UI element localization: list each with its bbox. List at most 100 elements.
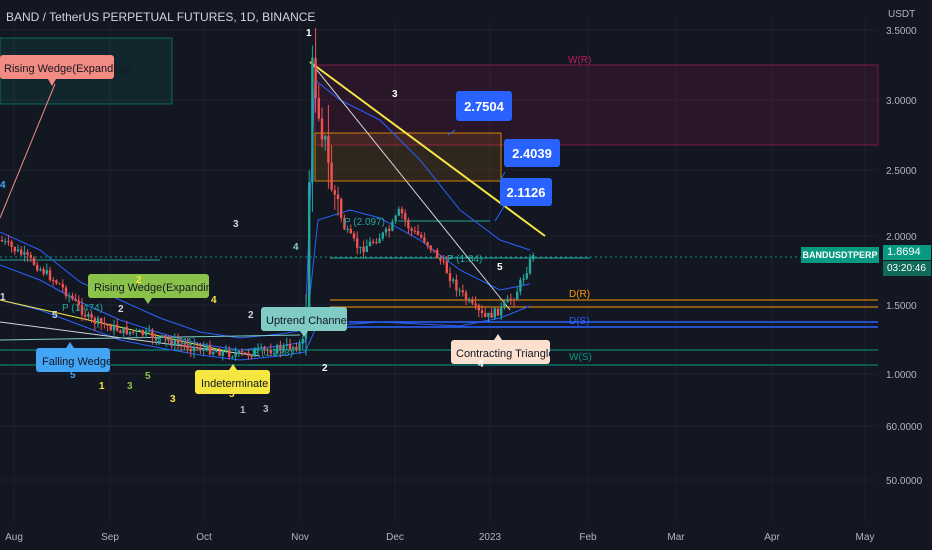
x-tick-label: Oct [196, 532, 212, 543]
pattern-label-indeterminate[interactable]: Indeterminate [195, 364, 270, 394]
y-tick-label: 3.0000 [886, 96, 917, 107]
candle-body [532, 255, 535, 260]
candle-body [276, 345, 279, 354]
candle-body [503, 302, 506, 307]
candle-body [378, 238, 381, 244]
wave-label: 1 [240, 405, 246, 416]
candle-body [68, 295, 71, 297]
y-axis[interactable]: 3.5000 3.0000 2.5000 2.0000 1.5000 1.000… [886, 26, 923, 487]
candle-body [189, 348, 192, 352]
candle-body [144, 330, 148, 335]
candle-body [170, 340, 173, 346]
x-tick-label: Apr [764, 532, 780, 543]
trend-lines [0, 61, 546, 357]
price-callout-2[interactable]: 2.4039 [504, 139, 560, 167]
candle-body [148, 330, 151, 332]
candle-body [74, 299, 77, 301]
pattern-label-rising-wedge-2[interactable]: Rising Wedge(Expanding) [88, 274, 222, 304]
candle-body [506, 298, 509, 303]
candle-body [208, 345, 212, 355]
candle-body [423, 237, 426, 243]
price-tag-symbol: BANDUSDTPERP [801, 247, 879, 263]
level-label-wr: W(R) [568, 55, 591, 66]
y-tick-label: 1.0000 [886, 370, 917, 381]
wave-label: 2 [322, 363, 328, 374]
candle-body [231, 356, 234, 358]
candle-body [228, 350, 231, 357]
candle-body [202, 348, 205, 351]
candle-body [186, 344, 189, 349]
candle-body [404, 213, 407, 221]
wave-label: 2 [136, 275, 142, 286]
pattern-label-falling-wedge[interactable]: Falling Wedge [36, 342, 112, 372]
candle-body [384, 228, 388, 233]
candle-body [176, 339, 180, 345]
candle-body [160, 335, 164, 337]
wave-label: 2 [118, 304, 124, 315]
x-axis[interactable]: Aug Sep Oct Nov Dec 2023 Feb Mar Apr May [5, 532, 874, 543]
y-tick-label: 60.0000 [886, 422, 923, 433]
candle-body [167, 338, 170, 341]
candle-body [426, 242, 429, 246]
candle-body [298, 343, 301, 350]
candle-body [218, 351, 221, 356]
candle-body [432, 250, 436, 252]
level-label-ws: W(S) [569, 352, 592, 363]
candle-body [199, 348, 202, 351]
y-tick-label: 50.0000 [886, 476, 923, 487]
price-callout-3[interactable]: 2.1126 [500, 178, 552, 206]
candle-body [311, 57, 314, 183]
candle-body [474, 303, 477, 306]
candle-body [128, 331, 132, 335]
candle-body [237, 351, 240, 354]
candle-body [42, 269, 45, 274]
pivot-labels: P (2.097) P (1.84) P (1.474) P (1.241) P… [62, 217, 482, 359]
price-callout-1[interactable]: 2.7504 [456, 91, 512, 121]
candle-body [13, 246, 16, 252]
candle-body [183, 344, 186, 346]
level-label-ds: D(S) [569, 316, 590, 327]
pattern-label-uptrend-channel-text: Uptrend Channel [266, 315, 349, 327]
candle-body [266, 349, 269, 351]
pivot-label: P (1.241) [155, 337, 196, 348]
candle-body [135, 330, 138, 333]
candle-body [452, 279, 455, 281]
candle-body [122, 326, 125, 334]
candle-body [106, 324, 109, 326]
candle-body [352, 233, 356, 239]
candle-body [109, 325, 112, 331]
candle-body [308, 182, 311, 312]
candle-body [100, 318, 103, 324]
candle-body [471, 300, 474, 304]
candle-body [52, 280, 55, 282]
candle-body [397, 208, 400, 216]
candle-body [519, 279, 522, 292]
candle-body [39, 269, 42, 271]
candle-body [29, 254, 32, 258]
candle-body [138, 329, 141, 331]
pattern-label-uptrend-channel[interactable]: Uptrend Channel [261, 307, 349, 337]
y-tick-label: 2.5000 [886, 166, 917, 177]
x-tick-label: May [856, 532, 875, 543]
candle-body [372, 241, 375, 243]
candle-body [32, 257, 36, 265]
candle-body [26, 252, 29, 255]
candle-body [368, 241, 372, 247]
wave-label: 1 [306, 28, 312, 39]
pattern-label-falling-wedge-text: Falling Wedge [42, 356, 112, 368]
candle-body [324, 136, 327, 140]
pattern-label-contracting-triangle[interactable]: Contracting Triangle [451, 334, 554, 364]
pattern-label-rising-wedge-1[interactable]: Rising Wedge(Expanding) [0, 55, 132, 86]
candle-body [420, 234, 423, 238]
chart-grid [0, 20, 878, 522]
x-tick-label: Feb [579, 532, 597, 543]
candle-body [317, 98, 320, 119]
wave-label: 4 [478, 359, 484, 370]
price-tag-price: 1.8694 [883, 245, 931, 260]
candle-body [461, 290, 464, 293]
wave-labels: 1 2 3 4 5 1 2 3 4 5 3 5 1 3 4 5 2 2 1 3 … [0, 28, 503, 416]
candle-body [192, 346, 196, 352]
candle-body [477, 305, 480, 311]
candle-body [295, 346, 298, 350]
